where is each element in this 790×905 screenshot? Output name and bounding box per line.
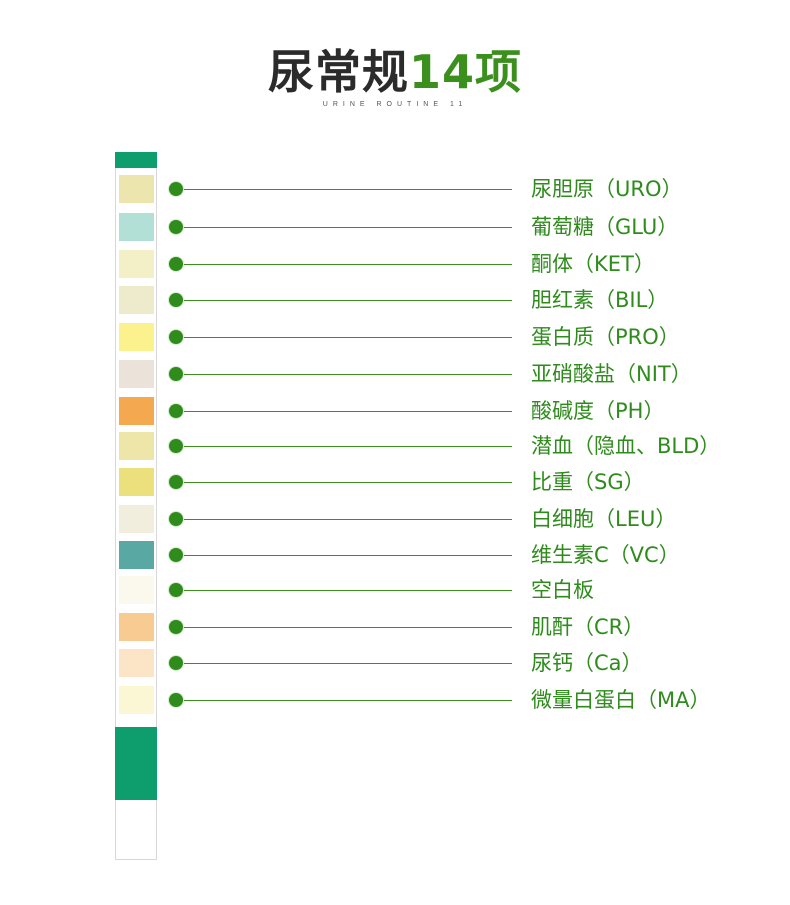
connector-line xyxy=(182,300,512,301)
strip-top-cap xyxy=(115,152,157,168)
connector-dot xyxy=(169,220,183,234)
connector-line xyxy=(182,337,512,338)
connector-dot xyxy=(169,439,183,453)
item-label: 尿钙（Ca） xyxy=(531,651,643,675)
connector-line xyxy=(182,374,512,375)
reagent-pad xyxy=(119,286,154,314)
reagent-pad xyxy=(119,213,154,241)
connector-dot xyxy=(169,404,183,418)
reagent-pad xyxy=(119,649,154,677)
connector-dot xyxy=(169,293,183,307)
reagent-pad xyxy=(119,397,154,425)
reagent-pad xyxy=(119,360,154,388)
connector-dot xyxy=(169,693,183,707)
connector-dot xyxy=(169,182,183,196)
title-main: 尿常规 xyxy=(267,45,409,99)
item-label: 蛋白质（PRO） xyxy=(531,325,680,349)
connector-dot xyxy=(169,330,183,344)
connector-dot xyxy=(169,257,183,271)
item-label: 维生素C（VC） xyxy=(531,543,680,567)
strip-handle xyxy=(115,727,157,800)
page-subtitle: URINE ROUTINE 11 xyxy=(322,101,468,108)
connector-line xyxy=(182,189,512,190)
reagent-pad xyxy=(119,576,154,604)
reagent-pad xyxy=(119,323,154,351)
item-label: 空白板 xyxy=(531,578,594,602)
item-label: 肌酐（CR） xyxy=(531,615,645,639)
reagent-pad xyxy=(119,468,154,496)
connector-line xyxy=(182,411,512,412)
reagent-pad xyxy=(119,541,154,569)
connector-dot xyxy=(169,583,183,597)
connector-line xyxy=(182,663,512,664)
reagent-pad xyxy=(119,686,154,714)
connector-line xyxy=(182,555,512,556)
connector-line xyxy=(182,446,512,447)
item-label: 亚硝酸盐（NIT） xyxy=(531,362,692,386)
connector-line xyxy=(182,519,512,520)
item-label: 潜血（隐血、BLD） xyxy=(531,434,721,458)
reagent-pad xyxy=(119,432,154,460)
connector-dot xyxy=(169,512,183,526)
reagent-pad xyxy=(119,505,154,533)
item-label: 白细胞（LEU） xyxy=(531,507,677,531)
reagent-pad xyxy=(119,613,154,641)
reagent-pad xyxy=(119,250,154,278)
item-label: 微量白蛋白（MA） xyxy=(531,688,711,712)
item-label: 葡萄糖（GLU） xyxy=(531,215,679,239)
connector-line xyxy=(182,700,512,701)
title-highlight: 14项 xyxy=(408,45,522,99)
item-label: 尿胆原（URO） xyxy=(531,177,683,201)
connector-line xyxy=(182,227,512,228)
connector-line xyxy=(182,264,512,265)
connector-dot xyxy=(169,548,183,562)
item-label: 胆红素（BIL） xyxy=(531,288,669,312)
page-title: 尿常规14项 xyxy=(0,44,790,100)
item-label: 比重（SG） xyxy=(531,470,645,494)
item-label: 酸碱度（PH） xyxy=(531,399,665,423)
connector-dot xyxy=(169,367,183,381)
item-label: 酮体（KET） xyxy=(531,252,655,276)
connector-dot xyxy=(169,620,183,634)
connector-line xyxy=(182,590,512,591)
reagent-pad xyxy=(119,175,154,203)
connector-dot xyxy=(169,656,183,670)
connector-line xyxy=(182,627,512,628)
connector-line xyxy=(182,482,512,483)
connector-dot xyxy=(169,475,183,489)
